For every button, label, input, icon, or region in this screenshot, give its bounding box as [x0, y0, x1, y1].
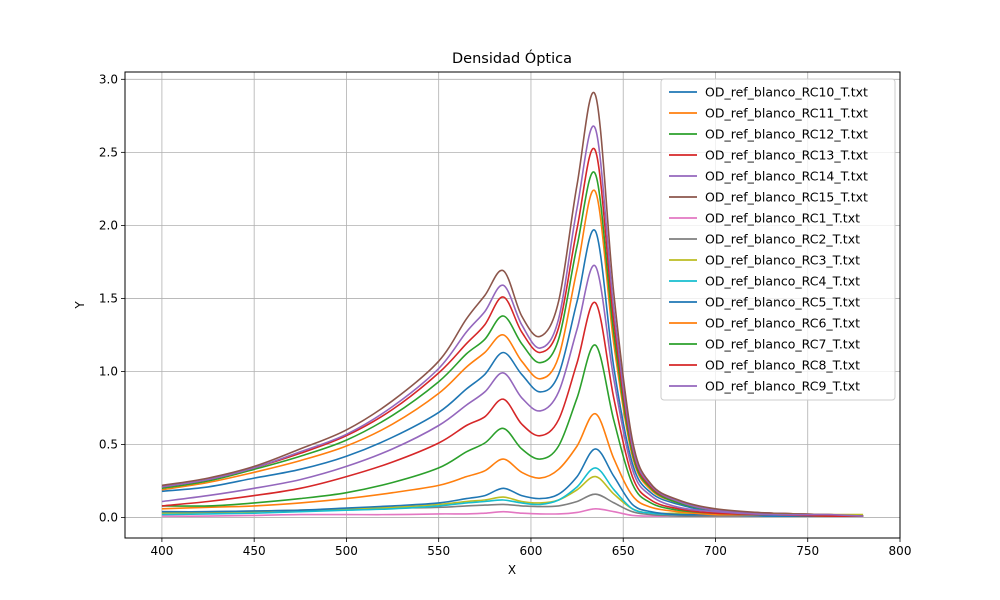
plot-frame: [124, 71, 901, 539]
y-tick-label: 1.5: [99, 291, 118, 305]
x-axis-ticks: 400 450 500 550 600 650 700 750 800: [150, 538, 911, 558]
y-tick-label: 0.5: [99, 438, 118, 452]
legend-label: OD_ref_blanco_RC8_T.txt: [705, 358, 860, 373]
series-line-13: [161, 344, 864, 517]
legend-label: OD_ref_blanco_RC7_T.txt: [705, 337, 860, 352]
series-line-12: [161, 413, 864, 517]
y-axis-label: Y: [73, 301, 87, 310]
legend-label: OD_ref_blanco_RC9_T.txt: [705, 379, 860, 394]
series-line-5: [161, 125, 864, 517]
series-line-15: [161, 264, 864, 517]
y-tick-label: 2.5: [99, 145, 118, 159]
chart-title: Densidad Óptica: [452, 49, 572, 67]
x-axis-label: X: [508, 563, 516, 577]
legend-label: OD_ref_blanco_RC2_T.txt: [705, 232, 860, 247]
legend-label: OD_ref_blanco_RC3_T.txt: [705, 253, 860, 268]
legend-label: OD_ref_blanco_RC15_T.txt: [705, 190, 868, 205]
legend-label: OD_ref_blanco_RC1_T.txt: [705, 211, 860, 226]
x-tick-label: 600: [519, 544, 542, 558]
legend-label: OD_ref_blanco_RC6_T.txt: [705, 316, 860, 331]
series-line-6: [161, 91, 864, 517]
x-tick-label: 450: [243, 544, 266, 558]
legend: OD_ref_blanco_RC10_T.txt OD_ref_blanco_RC…: [660, 78, 896, 401]
x-tick-label: 400: [150, 544, 173, 558]
legend-box: [660, 78, 896, 401]
x-tick-label: 650: [612, 544, 635, 558]
series-line-11: [161, 448, 864, 517]
series-line-1: [161, 228, 864, 517]
y-axis-ticks: 0.0 0.5 1.0 1.5 2.0 2.5 3.0: [99, 72, 125, 525]
y-tick-label: 3.0: [99, 72, 118, 86]
y-tick-label: 2.0: [99, 218, 118, 232]
series-line-14: [161, 301, 864, 517]
legend-label: OD_ref_blanco_RC11_T.txt: [705, 106, 868, 121]
legend-label: OD_ref_blanco_RC12_T.txt: [705, 127, 868, 142]
x-tick-label: 500: [335, 544, 358, 558]
legend-label: OD_ref_blanco_RC13_T.txt: [705, 148, 868, 163]
x-tick-label: 800: [889, 544, 912, 558]
y-tick-label: 1.0: [99, 364, 118, 378]
x-tick-label: 750: [796, 544, 819, 558]
series-line-3: [161, 171, 864, 517]
legend-label: OD_ref_blanco_RC10_T.txt: [705, 85, 868, 100]
legend-label: OD_ref_blanco_RC4_T.txt: [705, 274, 860, 289]
series-line-9: [161, 475, 864, 516]
legend-label: OD_ref_blanco_RC14_T.txt: [705, 169, 868, 184]
x-tick-label: 550: [427, 544, 450, 558]
x-tick-label: 700: [704, 544, 727, 558]
series-group: [161, 91, 864, 517]
y-tick-label: 0.0: [99, 511, 118, 525]
legend-label: OD_ref_blanco_RC5_T.txt: [705, 295, 860, 310]
